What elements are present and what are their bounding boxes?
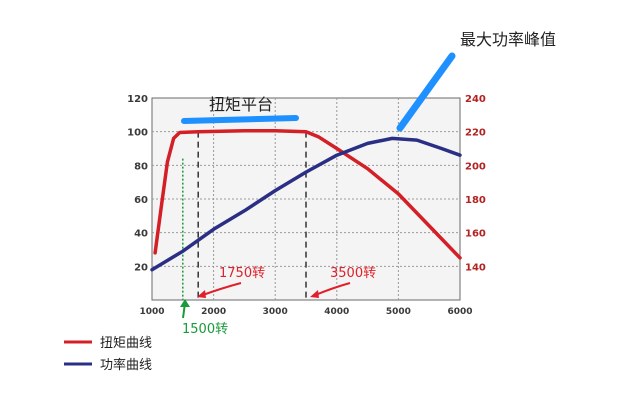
x-tick-label: 4000 xyxy=(324,307,349,317)
plateau-highlight-bar xyxy=(181,115,299,124)
y-left-tick-label: 120 xyxy=(127,94,148,105)
tick-labels: 20 40 60 80 100 120 140 160 180 200 220 240 1000 2000… xyxy=(127,94,486,317)
y-right-tick-label: 180 xyxy=(465,195,486,206)
x-tick-label: 6000 xyxy=(447,307,472,317)
x-tick-label: 2000 xyxy=(201,307,226,317)
rpm-1500-label: 1500转 xyxy=(182,322,228,337)
rpm-1750-arrowhead-icon xyxy=(197,290,206,298)
y-right-tick-label: 240 xyxy=(465,94,486,105)
rpm-1750-label: 1750转 xyxy=(219,266,265,281)
y-right-tick-label: 220 xyxy=(465,128,486,139)
legend-torque-label: 扭矩曲线 xyxy=(100,336,152,351)
y-left-tick-label: 60 xyxy=(134,195,148,206)
y-left-tick-label: 40 xyxy=(134,229,148,240)
power-curve xyxy=(150,136,462,272)
legend-power-label: 功率曲线 xyxy=(100,357,152,373)
peak-label: 最大功率峰值 xyxy=(460,30,556,49)
rpm-1500-arrowhead-icon xyxy=(180,299,190,307)
torque-curve xyxy=(153,129,462,260)
rpm-3500-label: 3500转 xyxy=(330,266,376,281)
x-tick-label: 5000 xyxy=(386,307,411,317)
y-left-tick-label: 100 xyxy=(127,128,148,139)
x-tick-label: 1000 xyxy=(139,307,164,317)
x-tick-label: 3000 xyxy=(263,307,288,317)
peak-pointer xyxy=(396,52,456,132)
y-right-tick-label: 160 xyxy=(465,229,486,240)
y-right-tick-label: 200 xyxy=(465,161,486,172)
plateau-label: 扭矩平台 xyxy=(209,95,273,114)
vertical-markers xyxy=(182,131,307,300)
y-left-tick-label: 20 xyxy=(134,262,148,273)
y-left-tick-label: 80 xyxy=(134,161,148,172)
series-lines xyxy=(150,129,462,272)
y-right-tick-label: 140 xyxy=(465,262,486,273)
rpm-3500-arrowhead-icon xyxy=(310,290,319,298)
